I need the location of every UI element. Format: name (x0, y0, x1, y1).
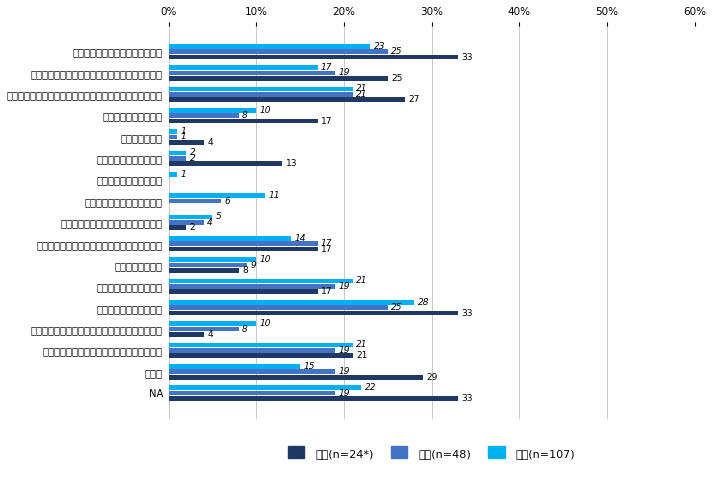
Text: 11: 11 (269, 191, 280, 200)
Bar (168, 236, 291, 241)
Text: 2: 2 (190, 148, 195, 158)
Bar (168, 332, 204, 337)
Text: 28: 28 (418, 298, 429, 307)
Text: 21: 21 (356, 90, 368, 99)
Text: 10: 10 (260, 255, 271, 264)
Text: 33: 33 (461, 394, 473, 403)
Text: 15: 15 (304, 362, 315, 371)
Text: 23: 23 (374, 41, 385, 51)
Text: 19: 19 (339, 389, 350, 398)
Bar (168, 370, 335, 374)
Bar (168, 247, 317, 251)
Text: 33: 33 (461, 52, 473, 62)
Bar (168, 108, 256, 113)
Bar (168, 199, 221, 204)
Bar (168, 156, 186, 161)
Bar (168, 129, 178, 134)
Text: 1: 1 (181, 170, 187, 179)
Bar (168, 305, 388, 310)
Text: 17: 17 (321, 245, 332, 253)
Bar (168, 257, 256, 262)
Text: 2: 2 (190, 223, 195, 232)
Bar (168, 65, 317, 70)
Text: 1: 1 (181, 127, 187, 136)
Bar (168, 268, 239, 273)
Text: 17: 17 (321, 288, 332, 296)
Bar (168, 284, 335, 288)
Text: 10: 10 (260, 319, 271, 328)
Bar (168, 193, 265, 198)
Text: 25: 25 (391, 74, 403, 83)
Text: 19: 19 (339, 282, 350, 291)
Bar (168, 311, 458, 316)
Bar (168, 327, 239, 331)
Text: 4: 4 (207, 138, 212, 147)
Text: 21: 21 (356, 351, 367, 360)
Bar (168, 354, 353, 358)
Bar (168, 49, 388, 54)
Text: 6: 6 (225, 197, 230, 206)
Bar (168, 321, 256, 326)
Bar (168, 44, 370, 48)
Bar (168, 242, 317, 246)
Text: 25: 25 (391, 47, 403, 56)
Text: 8: 8 (242, 325, 248, 333)
Bar (168, 364, 300, 369)
Bar (168, 391, 335, 395)
Bar (168, 162, 282, 166)
Text: 5: 5 (216, 212, 222, 221)
Text: 17: 17 (321, 117, 332, 125)
Bar (168, 396, 458, 401)
Bar (168, 300, 414, 305)
Text: 10: 10 (260, 106, 271, 115)
Bar (168, 343, 353, 347)
Text: 19: 19 (339, 69, 350, 78)
Bar (168, 385, 361, 390)
Bar (168, 214, 212, 219)
Text: 19: 19 (339, 346, 350, 355)
Bar (168, 172, 178, 176)
Text: 19: 19 (339, 367, 350, 376)
Text: 14: 14 (294, 234, 307, 243)
Text: 8: 8 (242, 266, 248, 275)
Bar (168, 263, 247, 267)
Bar (168, 113, 239, 118)
Text: 29: 29 (426, 372, 438, 382)
Text: 17: 17 (321, 239, 332, 248)
Bar (168, 76, 388, 81)
Text: 27: 27 (409, 95, 420, 104)
Bar (168, 151, 186, 155)
Text: 13: 13 (286, 159, 297, 168)
Text: 21: 21 (356, 84, 368, 93)
Text: 4: 4 (207, 218, 212, 227)
Text: 8: 8 (242, 111, 248, 120)
Text: 1: 1 (181, 132, 187, 141)
Bar (168, 86, 353, 91)
Text: 25: 25 (391, 303, 403, 312)
Bar (168, 375, 423, 379)
Text: 21: 21 (356, 340, 368, 349)
Text: 22: 22 (365, 383, 376, 392)
Bar (168, 220, 204, 225)
Text: 17: 17 (321, 63, 332, 72)
Bar (168, 55, 458, 59)
Text: 2: 2 (190, 154, 195, 163)
Bar (168, 225, 186, 230)
Bar (168, 135, 178, 139)
Bar (168, 289, 317, 294)
Text: 21: 21 (356, 277, 368, 286)
Bar (168, 140, 204, 145)
Bar (168, 97, 405, 102)
Bar (168, 279, 353, 283)
Legend: 自身(n=24*), 家族(n=48), 遺族(n=107): 自身(n=24*), 家族(n=48), 遺族(n=107) (288, 447, 575, 459)
Text: 4: 4 (207, 330, 212, 339)
Bar (168, 71, 335, 75)
Text: 33: 33 (461, 309, 473, 318)
Bar (168, 348, 335, 353)
Bar (168, 119, 317, 124)
Text: 9: 9 (251, 260, 257, 270)
Bar (168, 92, 353, 97)
